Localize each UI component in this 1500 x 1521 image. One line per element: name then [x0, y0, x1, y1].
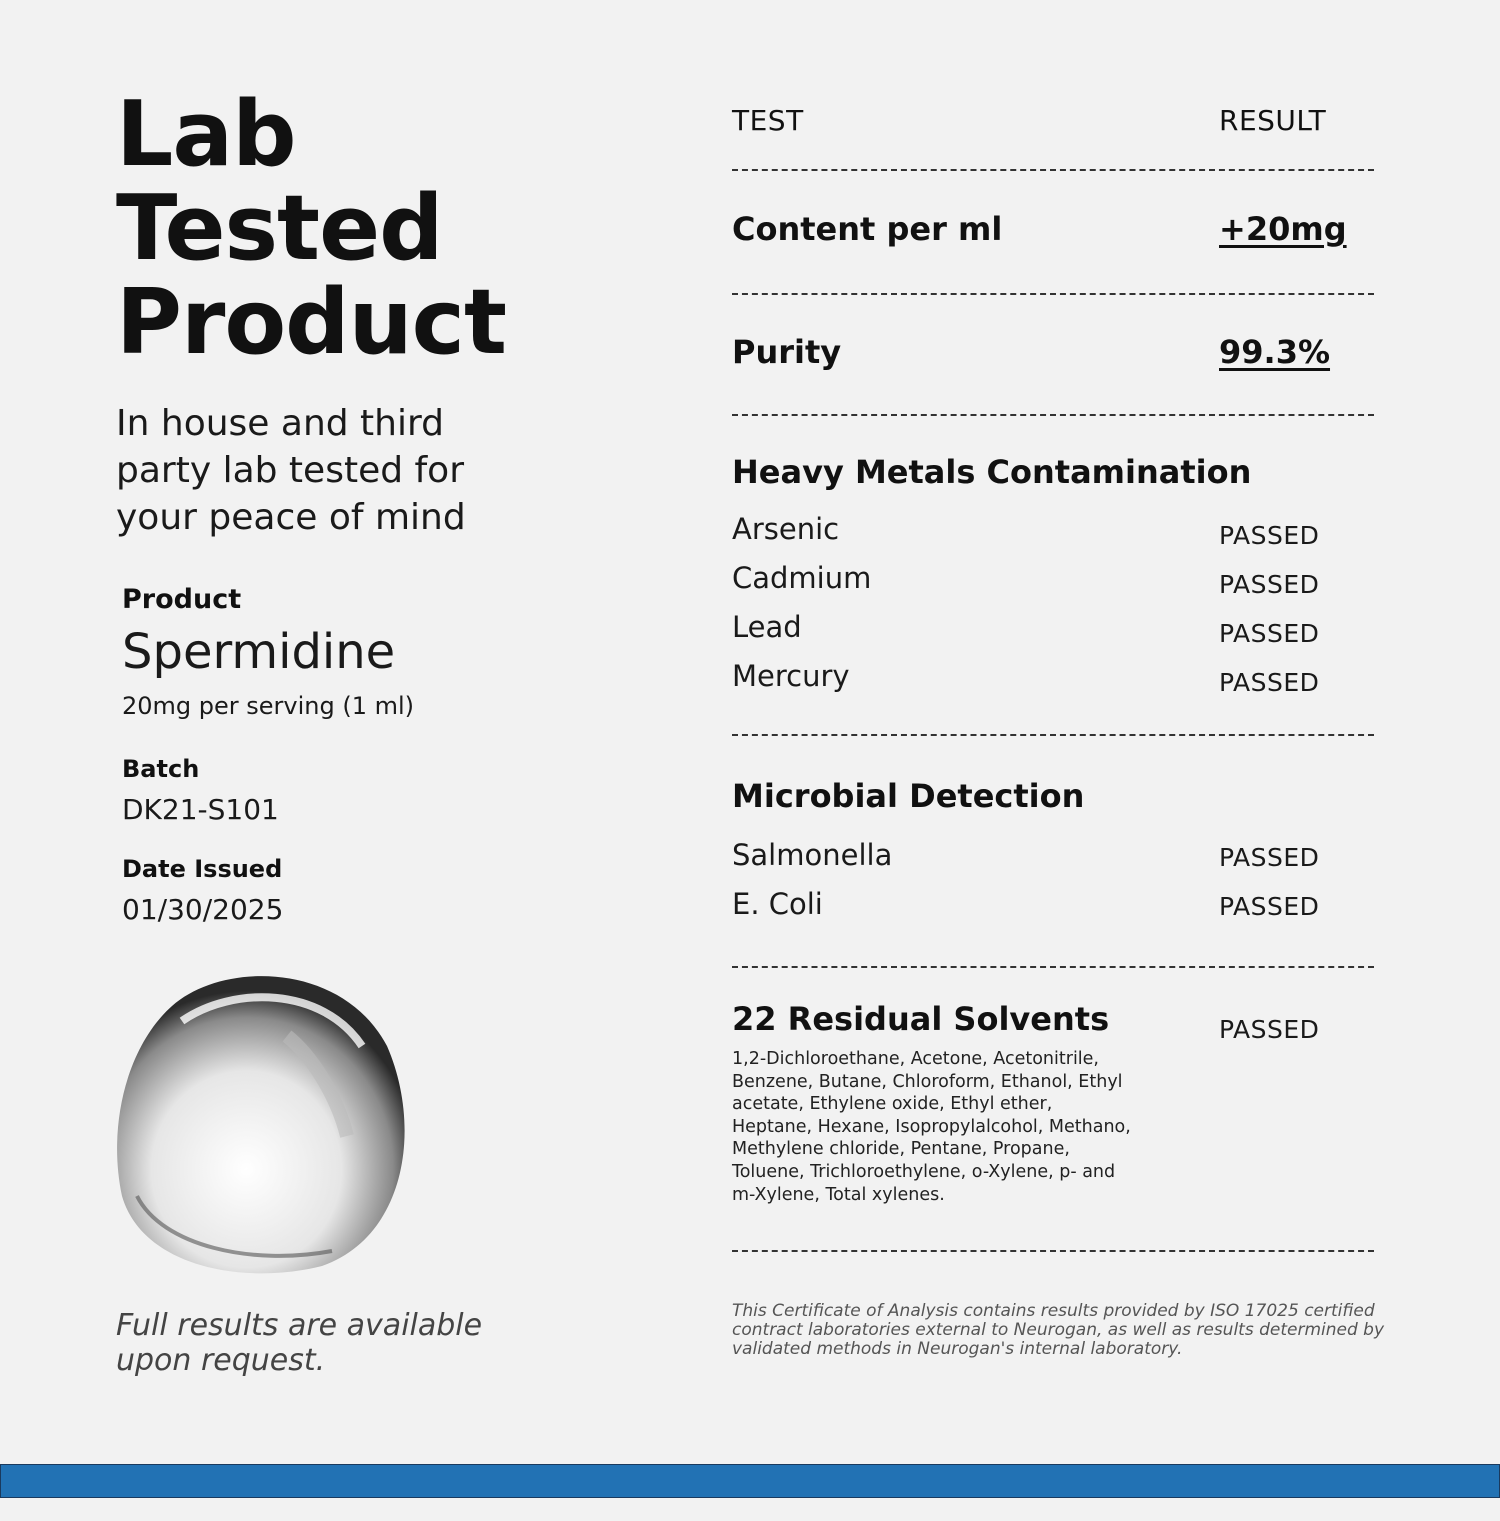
purity-value: 99.3%	[1219, 333, 1331, 371]
divider	[732, 1250, 1374, 1252]
purity-label: Purity	[732, 333, 842, 371]
test-result: PASSED	[1219, 521, 1320, 550]
solvents-result: PASSED	[1219, 1015, 1320, 1044]
test-name: E. Coli	[732, 887, 823, 921]
product-name: Spermidine	[122, 624, 396, 680]
title-line: Lab	[116, 82, 297, 187]
test-name: Cadmium	[732, 561, 872, 595]
title-line: Product	[116, 270, 507, 375]
test-result: PASSED	[1219, 668, 1320, 697]
solvents-list: 1,2-Dichloroethane, Acetone, Acetonitril…	[732, 1049, 1131, 1205]
test-name: Salmonella	[732, 838, 893, 872]
test-result: PASSED	[1219, 892, 1320, 921]
test-result: PASSED	[1219, 570, 1320, 599]
divider	[732, 293, 1374, 295]
test-name: Lead	[732, 610, 802, 644]
footer-bar	[0, 1464, 1500, 1498]
divider	[732, 966, 1374, 968]
header-test: TEST	[732, 104, 804, 137]
content-label: Content per ml	[732, 210, 1003, 248]
batch-label: Batch	[122, 755, 200, 783]
test-result: PASSED	[1219, 843, 1320, 872]
disclaimer: This Certificate of Analysis contains re…	[732, 1301, 1385, 1359]
test-name: Arsenic	[732, 512, 840, 546]
product-serving: 20mg per serving (1 ml)	[122, 692, 415, 720]
title-line: Tested	[116, 176, 444, 281]
divider	[732, 169, 1374, 171]
content-value: +20mg	[1219, 210, 1347, 248]
solvents-title: 22 Residual Solvents	[732, 1000, 1110, 1038]
test-name: Mercury	[732, 659, 850, 693]
date-label: Date Issued	[122, 855, 283, 883]
page-title: Lab Tested Product	[116, 82, 507, 375]
date-value: 01/30/2025	[122, 893, 284, 926]
divider	[732, 414, 1374, 416]
droplet-image	[117, 976, 405, 1274]
product-label: Product	[122, 584, 242, 615]
availability-note: Full results are available upon request.	[116, 1308, 483, 1378]
divider	[732, 734, 1374, 736]
batch-value: DK21-S101	[122, 793, 279, 826]
subtitle: In house and third party lab tested for …	[116, 403, 466, 538]
test-result: PASSED	[1219, 619, 1320, 648]
header-result: RESULT	[1219, 104, 1327, 137]
microbial-title: Microbial Detection	[732, 777, 1085, 815]
heavy-metals-title: Heavy Metals Contamination	[732, 453, 1252, 491]
